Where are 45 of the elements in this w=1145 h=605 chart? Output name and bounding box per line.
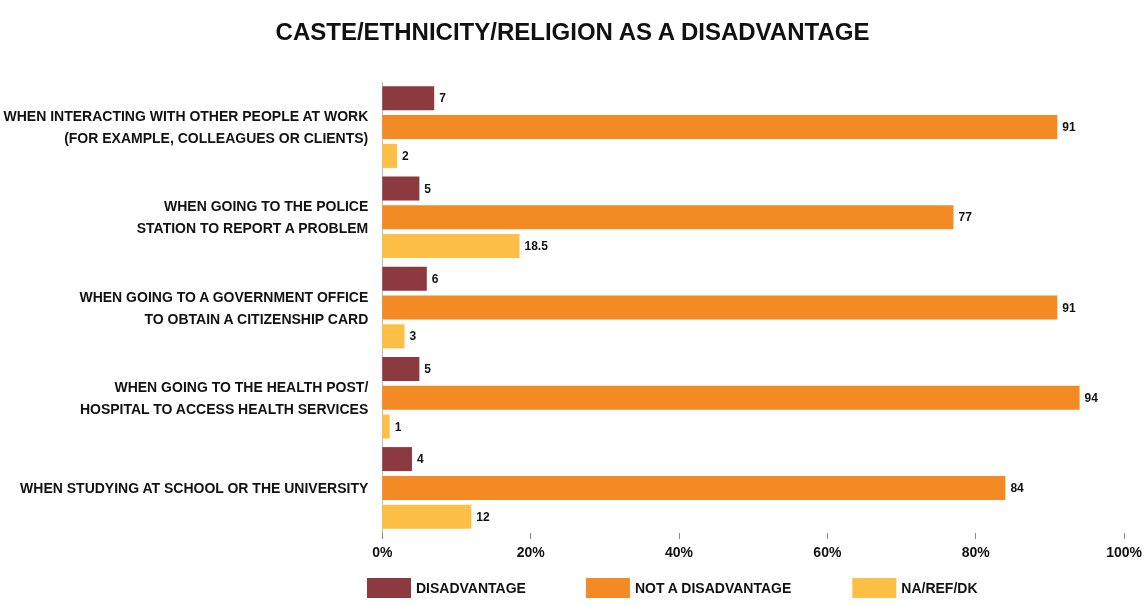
y-tick-label: WHEN GOING TO THE POLICE STATION TO REPORT A PROBLEM: [136, 198, 369, 237]
x-tick-label: 40%: [664, 544, 694, 560]
chart-title: CASTE/ETHNICITY/RELIGION AS A DISADVANTAGE: [275, 17, 870, 45]
bar: [382, 266, 427, 291]
bar: [382, 475, 1006, 500]
data-label: 4: [416, 452, 424, 467]
data-label: 5: [424, 361, 432, 376]
bar: [382, 295, 1058, 320]
y-tick-label: WHEN INTERACTING WITH OTHER PEOPLE AT WORK (FOR EXAMPLE, COLLEAGUES OR CLIENTS): [3, 108, 369, 147]
data-label: 2: [402, 148, 410, 163]
x-tick-label: 80%: [961, 544, 991, 560]
legend-label: NOT A DISADVANTAGE: [634, 580, 792, 596]
y-tick-label: WHEN GOING TO A GOVERNMENT OFFICE TO OBTAIN A CITIZENSHIP CARD: [79, 288, 369, 327]
bar: [382, 234, 520, 259]
data-label: 18.5: [524, 239, 549, 254]
data-label: 7: [439, 91, 447, 106]
x-tick-label: 0%: [372, 544, 393, 560]
data-label: 91: [1062, 300, 1077, 315]
bar: [382, 176, 420, 201]
data-label: 91: [1062, 120, 1077, 135]
data-label: 94: [1084, 390, 1099, 405]
bar: [382, 504, 472, 529]
bar: [382, 447, 412, 472]
legend-label: DISADVANTAGE: [416, 580, 526, 596]
y-tick-label: WHEN STUDYING AT SCHOOL OR THE UNIVERSITY: [20, 479, 369, 496]
bar: [382, 324, 405, 349]
data-label: 12: [476, 509, 490, 524]
data-label: 77: [958, 210, 973, 225]
bar: [382, 86, 435, 111]
y-tick-label: WHEN GOING TO THE HEALTH POST/ HOSPITAL TO ACCESS HEALTH SERVICES: [79, 378, 369, 417]
legend-label: NA/REF/DK: [901, 580, 978, 596]
bar: [382, 115, 1058, 140]
bar: [382, 414, 390, 439]
bar: [382, 356, 420, 381]
bar: [382, 385, 1080, 410]
bar: [382, 205, 954, 230]
x-tick-label: 20%: [516, 544, 546, 560]
data-label: 6: [431, 271, 439, 286]
data-label: 1: [394, 419, 402, 434]
data-label: 84: [1010, 480, 1025, 495]
data-label: 5: [424, 181, 432, 196]
bar: [382, 143, 398, 168]
data-label: 3: [409, 329, 417, 344]
x-tick-label: 100%: [1106, 544, 1143, 560]
x-tick-label: 60%: [813, 544, 842, 560]
